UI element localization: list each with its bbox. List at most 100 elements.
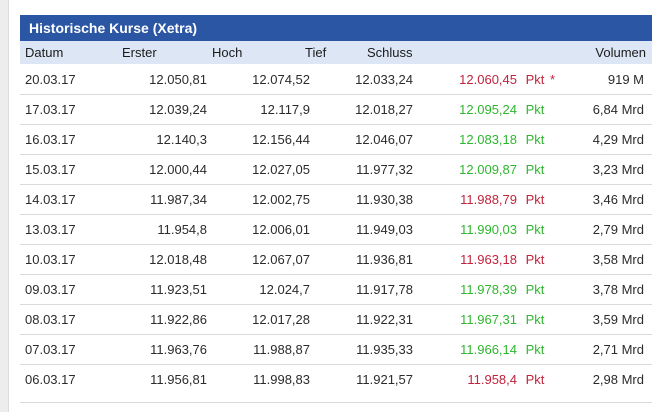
close-unit: Pkt	[525, 132, 545, 147]
high-cell: 11.988,87	[253, 342, 310, 357]
close-cell: 12.095,24 Pkt	[413, 102, 553, 117]
date-cell: 10.03.17	[25, 252, 76, 267]
high-cell: 12.156,44	[252, 132, 310, 147]
date-cell: 17.03.17	[25, 102, 76, 117]
open-cell: 11.954,8	[157, 222, 207, 237]
high-cell: 12.117,9	[260, 102, 310, 117]
volume-cell: 919 M	[607, 71, 644, 87]
close-value: 11.963,18	[460, 252, 517, 267]
close-cell: 11.988,79 Pkt	[413, 192, 553, 207]
date-cell: 14.03.17	[25, 192, 76, 207]
date-cell: 08.03.17	[25, 312, 76, 327]
close-unit: Pkt	[525, 102, 545, 117]
close-value: 11.990,03	[460, 222, 517, 237]
date-cell: 09.03.17	[25, 282, 76, 297]
close-unit: Pkt	[525, 222, 545, 237]
close-unit: Pkt	[525, 282, 545, 297]
close-unit: Pkt	[525, 252, 545, 267]
date-cell: 16.03.17	[25, 132, 76, 147]
open-cell: 11.956,81	[150, 372, 207, 387]
close-cell: 12.083,18 Pkt	[413, 132, 553, 147]
high-cell: 11.998,83	[253, 372, 310, 387]
close-unit: Pkt	[525, 162, 545, 177]
low-cell: 12.046,07	[355, 132, 413, 147]
date-cell: 06.03.17	[25, 372, 76, 387]
column-header-schluss: Schluss	[367, 45, 413, 60]
table-row: 17.03.17 12.039,24 12.117,9 12.018,27 12…	[20, 94, 652, 124]
page-left-gutter	[0, 0, 9, 412]
high-cell: 12.067,07	[252, 252, 310, 267]
open-cell: 12.018,48	[149, 252, 207, 267]
low-cell: 11.917,78	[356, 282, 413, 297]
close-unit: Pkt	[525, 312, 545, 327]
table-row: 13.03.17 11.954,8 12.006,01 11.949,03 11…	[20, 214, 652, 244]
low-cell: 11.977,32	[356, 162, 413, 177]
close-value: 11.978,39	[460, 282, 517, 297]
volume-cell: 3,58 Mrd	[592, 252, 644, 267]
date-cell: 07.03.17	[25, 342, 76, 357]
table-row: 06.03.17 11.956,81 11.998,83 11.921,57 1…	[20, 364, 652, 394]
open-cell: 12.000,44	[149, 162, 207, 177]
close-unit: Pkt	[525, 71, 545, 87]
volume-cell: 3,59 Mrd	[592, 312, 644, 327]
date-cell: 20.03.17	[25, 71, 76, 87]
column-header-tief: Tief	[305, 45, 327, 60]
close-unit: Pkt	[525, 192, 545, 207]
volume-cell: 2,79 Mrd	[592, 222, 644, 237]
close-cell: 12.060,45 Pkt *	[413, 71, 555, 87]
open-cell: 11.963,76	[150, 342, 207, 357]
table-row: 07.03.17 11.963,76 11.988,87 11.935,33 1…	[20, 334, 652, 364]
close-cell: 11.966,14 Pkt	[413, 342, 553, 357]
close-value: 12.009,87	[459, 162, 517, 177]
close-value: 12.095,24	[459, 102, 517, 117]
table-row: 09.03.17 11.923,51 12.024,7 11.917,78 11…	[20, 274, 652, 304]
high-cell: 12.002,75	[252, 192, 310, 207]
open-cell: 11.987,34	[150, 192, 207, 207]
volume-cell: 3,46 Mrd	[592, 192, 644, 207]
open-cell: 12.039,24	[149, 102, 207, 117]
table-row: 16.03.17 12.140,3 12.156,44 12.046,07 12…	[20, 124, 652, 154]
low-cell: 11.921,57	[356, 372, 413, 387]
close-cell: 11.967,31 Pkt	[413, 312, 553, 327]
date-cell: 15.03.17	[25, 162, 76, 177]
volume-cell: 3,78 Mrd	[592, 282, 644, 297]
table-row: 08.03.17 11.922,86 12.017,28 11.922,31 1…	[20, 304, 652, 334]
close-unit: Pkt	[525, 372, 545, 387]
column-header-erster: Erster	[122, 45, 157, 60]
high-cell: 12.074,52	[252, 71, 310, 87]
table-header-row: Datum Erster Hoch Tief Schluss Volumen	[20, 41, 652, 64]
low-cell: 11.949,03	[356, 222, 413, 237]
volume-cell: 6,84 Mrd	[592, 102, 644, 117]
high-cell: 12.006,01	[252, 222, 310, 237]
high-cell: 12.024,7	[259, 282, 310, 297]
volume-cell: 4,29 Mrd	[592, 132, 644, 147]
column-header-hoch: Hoch	[212, 45, 243, 60]
column-header-datum: Datum	[25, 45, 64, 60]
close-cell: 11.958,4 Pkt	[413, 372, 553, 387]
high-cell: 12.017,28	[252, 312, 310, 327]
open-cell: 12.140,3	[156, 132, 207, 147]
close-value: 11.967,31	[460, 312, 517, 327]
panel-title-bar: Historische Kurse (Xetra)	[20, 15, 652, 41]
table-row: 10.03.17 12.018,48 12.067,07 11.936,81 1…	[20, 244, 652, 274]
low-cell: 11.922,31	[356, 312, 413, 327]
low-cell: 12.018,27	[355, 102, 413, 117]
close-cell: 11.990,03 Pkt	[413, 222, 553, 237]
table-row: 20.03.17 12.050,81 12.074,52 12.033,24 1…	[20, 64, 652, 94]
close-unit: Pkt	[525, 342, 545, 357]
date-cell: 13.03.17	[25, 222, 76, 237]
volume-cell: 2,98 Mrd	[592, 372, 644, 387]
close-value: 11.958,4	[467, 372, 517, 387]
close-cell: 12.009,87 Pkt	[413, 162, 553, 177]
close-cell: 11.963,18 Pkt	[413, 252, 553, 267]
low-cell: 12.033,24	[355, 71, 413, 87]
close-value: 11.966,14	[460, 342, 517, 357]
open-cell: 12.050,81	[149, 71, 207, 87]
table-row: 14.03.17 11.987,34 12.002,75 11.930,38 1…	[20, 184, 652, 214]
high-cell: 12.027,05	[252, 162, 310, 177]
low-cell: 11.930,38	[356, 192, 413, 207]
table-body: 20.03.17 12.050,81 12.074,52 12.033,24 1…	[20, 64, 652, 403]
open-cell: 11.923,51	[150, 282, 207, 297]
close-value: 12.083,18	[459, 132, 517, 147]
